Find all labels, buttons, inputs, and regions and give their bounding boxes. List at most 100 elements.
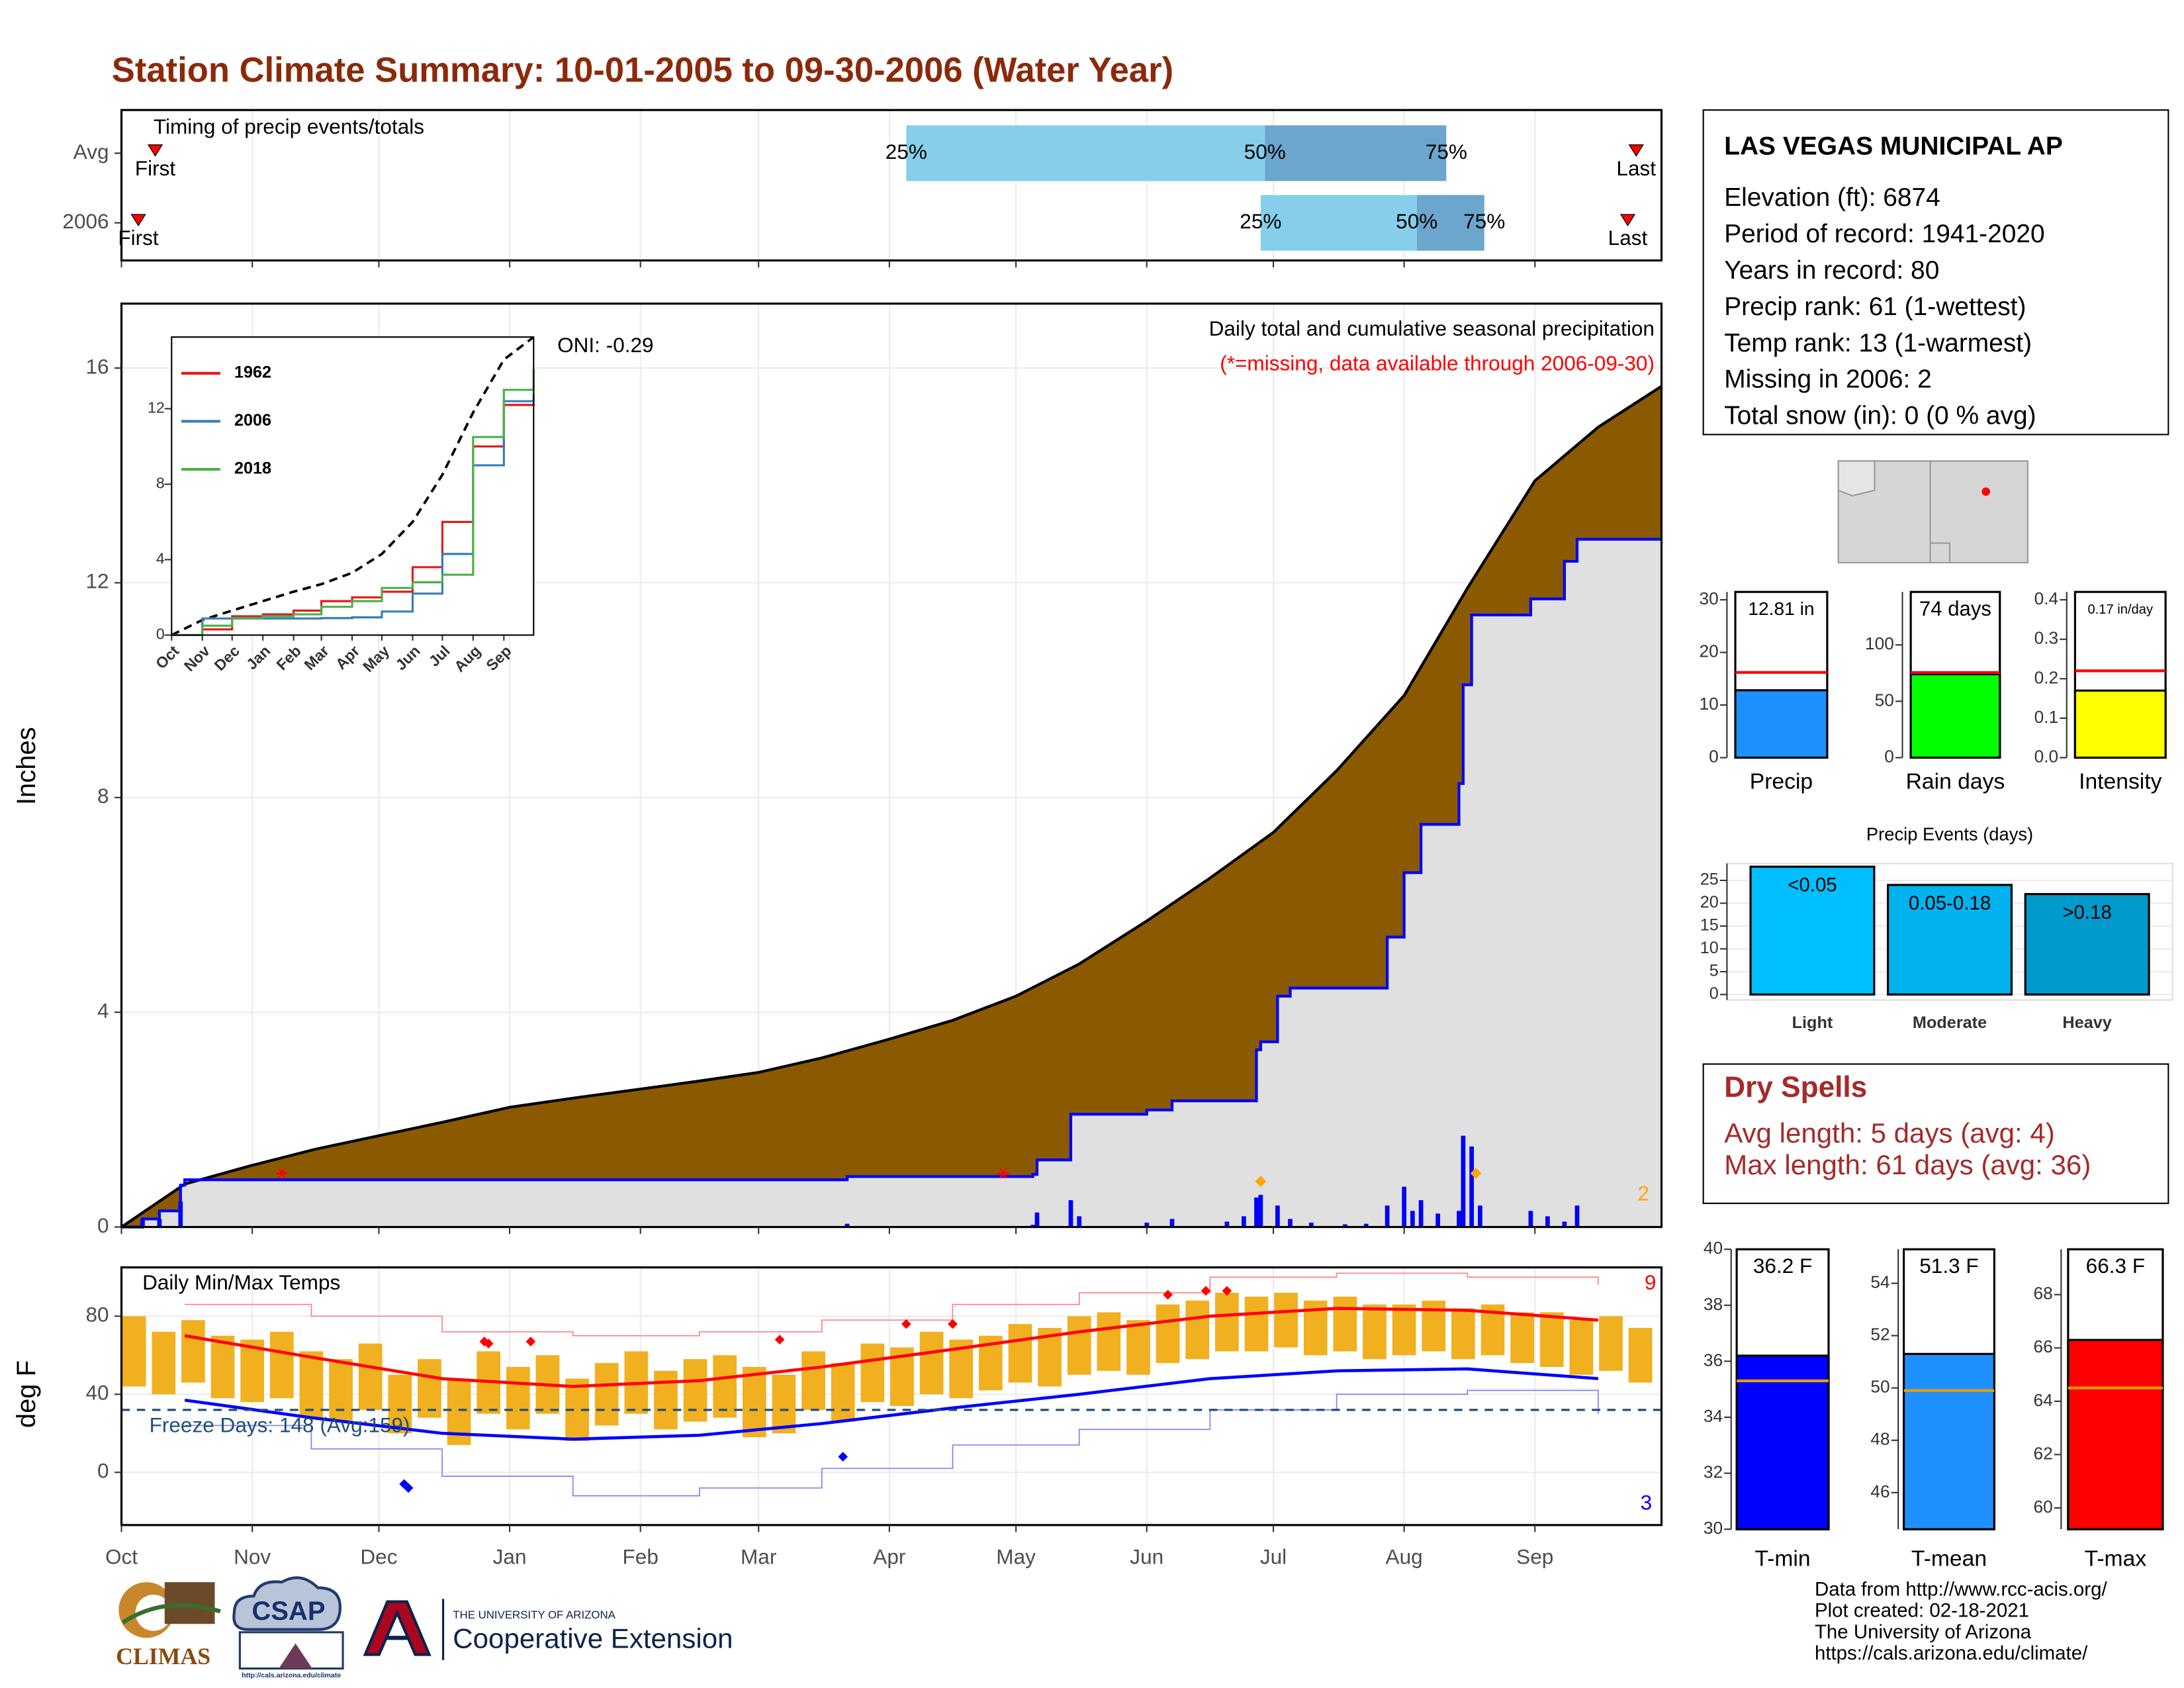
map-state (1837, 460, 1876, 497)
missing-marker (997, 1168, 1009, 1179)
oni: ONI: -0.29 (557, 333, 654, 357)
y-tick-label: 0 (1709, 746, 1719, 766)
x-tick-label: Oct (105, 1545, 138, 1569)
x-tick-label: Apr (873, 1545, 905, 1569)
y-tick-label: 64 (2033, 1390, 2052, 1410)
avg-line (120, 385, 1662, 1229)
y-tick-label: 62 (2033, 1443, 2052, 1463)
category-label: Heavy (2062, 1013, 2111, 1032)
y-tick-label: 60 (2033, 1497, 2052, 1517)
bar (1749, 865, 1876, 996)
y-tick-label: 100 (1865, 633, 1894, 653)
dry-spells-box (1702, 1063, 2169, 1204)
panel-label: Daily Min/Max Temps (142, 1270, 340, 1294)
category-label: Moderate (1913, 1013, 1987, 1032)
temp-range-bar (1244, 1296, 1269, 1352)
csap-cloud (232, 1576, 341, 1631)
temp-range-bar (269, 1331, 294, 1399)
y-tick-label: 40 (1704, 1238, 1723, 1258)
dry-spells-line: Max length: 61 days (avg: 36) (1724, 1149, 2091, 1180)
legend-label: 1962 (234, 363, 271, 382)
daily-precip-bar (1402, 1186, 1406, 1227)
quantile-label: 50% (1396, 209, 1437, 233)
climas-swoosh (121, 1603, 221, 1624)
quantile-label: 75% (1426, 140, 1467, 164)
record-marker (948, 1319, 958, 1329)
y-tick-label: 68 (2033, 1284, 2052, 1303)
station-line: Total snow (in): 0 (0 % avg) (1724, 402, 2036, 430)
extension-text: Cooperative Extension (453, 1623, 733, 1654)
record-marker (525, 1336, 536, 1347)
temp-range-bar (919, 1331, 944, 1395)
daily-precip-bar (1545, 1216, 1550, 1227)
y-tick-label: 20 (1700, 893, 1719, 912)
daily-precip-bar (157, 1219, 162, 1227)
quantile-label: 25% (886, 140, 927, 164)
freeze-label: Freeze Days: 148 (Avg:159) (150, 1413, 410, 1436)
daily-precip-bar (1144, 1223, 1150, 1227)
quantile-label: 75% (1463, 209, 1505, 233)
panel-frame (120, 1266, 1663, 1526)
daily-precip-bar (1385, 1205, 1390, 1227)
row-label: 2006 (62, 209, 109, 233)
bar (2067, 1338, 2164, 1530)
climas-sun-inner (135, 1595, 172, 1631)
quantile-bar (1416, 195, 1484, 251)
daily-precip-bar (1562, 1221, 1567, 1227)
quantile-bar (906, 125, 1265, 181)
y-tick-label: 54 (1870, 1272, 1889, 1292)
inset-bg (171, 337, 534, 635)
timing-marker (130, 214, 146, 227)
avg-min-line (184, 1367, 1599, 1441)
daily-precip-bar (1435, 1213, 1440, 1227)
bar (2073, 689, 2167, 759)
y-tick-label: 52 (1870, 1325, 1889, 1344)
extreme-count: 2 (1637, 1182, 1649, 1205)
map-state (1929, 460, 2028, 564)
temp-range-bar (210, 1335, 235, 1399)
daily-precip-bar (140, 1219, 145, 1227)
temp-range-bar (181, 1320, 205, 1383)
temp-range-bar (1569, 1320, 1594, 1375)
y-tick-label: 12 (148, 399, 165, 416)
dry-spells-line: Avg length: 5 days (avg: 4) (1724, 1117, 2055, 1149)
temp-range-bar (594, 1363, 619, 1426)
panel-frame (120, 109, 1663, 262)
y-tick-label: 8 (97, 784, 109, 808)
station-line: Missing in 2006: 2 (1724, 365, 1932, 394)
temp-range-bar (1215, 1292, 1239, 1352)
daily-precip-bar (1418, 1200, 1424, 1227)
value-label: 51.3 F (1919, 1254, 1978, 1278)
temp-range-bar (1185, 1300, 1210, 1360)
bar (1909, 673, 2001, 759)
csap-text: CSAP (251, 1597, 325, 1626)
bin-label: >0.18 (2062, 902, 2112, 923)
temp-range-bar (1599, 1316, 1623, 1371)
inset-frame (171, 336, 535, 636)
legend-label: 2006 (234, 411, 271, 430)
extreme-marker (1255, 1176, 1267, 1188)
temp-range-bar (1274, 1292, 1298, 1348)
daily-precip-bar (1309, 1223, 1314, 1227)
y-tick-label: 16 (86, 354, 109, 378)
footer-line: The University of Arizona (1815, 1621, 2032, 1643)
category-label: T-mean (1911, 1546, 1987, 1571)
temp-range-bar (1097, 1312, 1121, 1371)
daily-precip-bar (1030, 1225, 1035, 1227)
timing-marker-label: Last (1608, 226, 1648, 250)
y-tick-label: 4 (156, 550, 165, 567)
temp-range-bar (742, 1366, 766, 1438)
bar (1903, 1352, 1995, 1530)
y-tick-label: 0 (156, 626, 165, 643)
y-tick-label: 0 (97, 1459, 109, 1483)
panel-title: Daily total and cumulative seasonal prec… (1209, 316, 1655, 340)
temp-range-bar (1363, 1304, 1387, 1360)
daily-precip-bar (1288, 1219, 1293, 1227)
csap-box (238, 1631, 344, 1670)
temp-range-bar (1392, 1304, 1416, 1356)
x-tick-label: Dec (360, 1545, 397, 1569)
temp-range-bar (1451, 1308, 1475, 1360)
temp-range-bar (654, 1370, 678, 1430)
temp-range-bar (1539, 1312, 1564, 1367)
record-count: 3 (1641, 1491, 1653, 1515)
